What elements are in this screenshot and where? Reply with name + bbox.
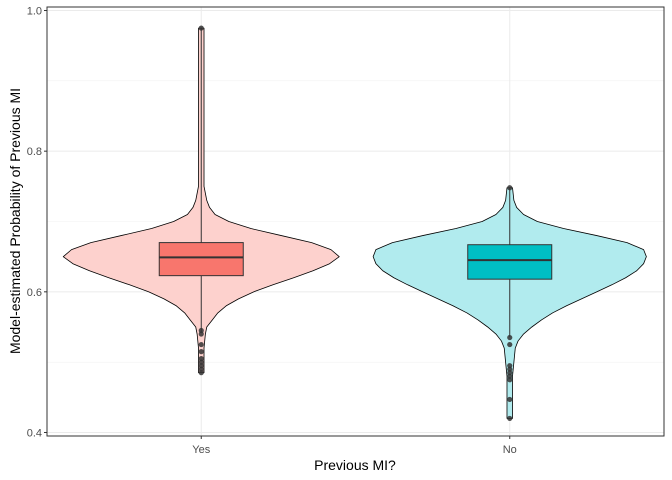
x-tick-label: No [503,444,517,456]
outlier-points [198,25,513,422]
outlier-point [507,415,513,422]
outlier-point [507,334,513,341]
y-tick-label: 0.6 [27,287,42,299]
box-no [467,244,553,280]
y-tick-label: 0.4 [27,427,42,439]
panel-border [46,6,665,437]
outlier-point [507,185,513,191]
y-tick-label: 1.0 [27,6,42,18]
outlier-point [198,349,204,355]
outlier-point [198,25,204,31]
outlier-point [198,331,204,337]
boxplots [158,28,553,337]
x-axis-ticks: Yes No [192,436,517,456]
box-yes [158,242,244,277]
y-axis-ticks: 0.4 0.6 0.8 1.0 [27,6,47,439]
outlier-point [198,341,204,348]
outlier-point [507,377,513,383]
outlier-point [507,341,513,348]
y-axis-title: Model-estimated Probability of Previous … [7,88,23,354]
outlier-point [507,396,513,403]
outlier-point [198,370,204,376]
x-axis-title: Previous MI? [314,457,396,473]
x-tick-label: Yes [192,444,210,456]
y-tick-label: 0.8 [27,146,42,158]
